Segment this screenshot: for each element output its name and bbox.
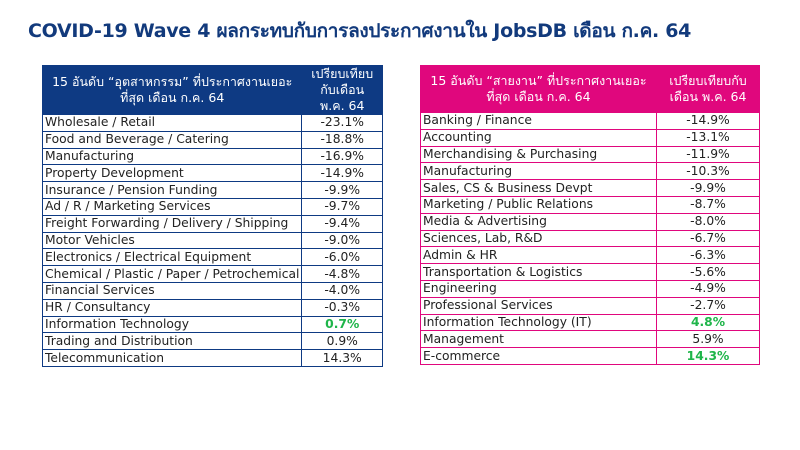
table-row: Telecommunication 14.3%: [41, 349, 383, 367]
table-row: Merchandising & Purchasing -11.9%: [420, 145, 760, 164]
row-value: -14.9%: [656, 112, 760, 130]
table-row: Trading and Distribution 0.9%: [41, 332, 383, 351]
row-name: Trading and Distribution: [41, 332, 303, 351]
row-name: Admin & HR: [420, 246, 657, 265]
row-value: -9.0%: [301, 231, 383, 250]
row-value: -5.6%: [656, 263, 760, 281]
row-value: -11.9%: [656, 145, 760, 164]
row-value: 5.9%: [656, 330, 760, 349]
row-name: Information Technology: [41, 315, 303, 334]
table-row: Freight Forwarding / Delivery / Shipping…: [41, 214, 383, 233]
row-name: Media & Advertising: [420, 212, 657, 231]
job-function-header-name: 15 อันดับ “สายงาน” ที่ประกาศงานเยอะที่สุ…: [420, 65, 657, 113]
row-name: Accounting: [420, 128, 657, 147]
table-row: Management 5.9%: [420, 330, 760, 349]
row-value: 0.9%: [301, 332, 383, 351]
row-name: Electronics / Electrical Equipment: [41, 248, 303, 267]
row-value: -14.9%: [301, 164, 383, 183]
row-value: -6.0%: [301, 248, 383, 267]
row-value: -8.7%: [656, 195, 760, 214]
table-row: Sciences, Lab, R&D -6.7%: [420, 229, 760, 248]
table-row: Chemical / Plastic / Paper / Petrochemic…: [41, 265, 383, 283]
row-value: -8.0%: [656, 212, 760, 231]
table-row: Professional Services -2.7%: [420, 296, 760, 315]
table-row: Ad / R / Marketing Services -9.7%: [41, 197, 383, 216]
table-row: Property Development -14.9%: [41, 164, 383, 183]
table-row: Motor Vehicles -9.0%: [41, 231, 383, 250]
row-name: Professional Services: [420, 296, 657, 315]
row-name: Freight Forwarding / Delivery / Shipping: [41, 214, 303, 233]
row-value: -4.0%: [301, 281, 383, 300]
row-value: -16.9%: [301, 147, 383, 166]
row-value: -10.3%: [656, 162, 760, 181]
row-name: Wholesale / Retail: [41, 114, 303, 132]
table-row: Media & Advertising -8.0%: [420, 212, 760, 231]
row-value: -23.1%: [301, 114, 383, 132]
row-name: Manufacturing: [41, 147, 303, 166]
row-name: Food and Beverage / Catering: [41, 130, 303, 149]
row-name: E-commerce: [420, 347, 657, 365]
table-row: Transportation & Logistics -5.6%: [420, 263, 760, 281]
row-name: Marketing / Public Relations: [420, 195, 657, 214]
row-value: 14.3%: [656, 347, 760, 365]
table-row: E-commerce 14.3%: [420, 347, 760, 365]
table-row: Information Technology 0.7%: [41, 315, 383, 334]
row-value: 4.8%: [656, 313, 760, 332]
row-name: Banking / Finance: [420, 112, 657, 130]
table-row: Insurance / Pension Funding -9.9%: [41, 181, 383, 199]
table-row: Food and Beverage / Catering -18.8%: [41, 130, 383, 149]
row-value: -6.3%: [656, 246, 760, 265]
row-value: -4.9%: [656, 279, 760, 298]
table-row: Banking / Finance -14.9%: [420, 112, 760, 130]
row-value: -4.8%: [301, 265, 383, 283]
industry-table: 15 อันดับ “อุตสาหกรรม” ที่ประกาศงานเยอะท…: [41, 65, 383, 367]
row-name: Property Development: [41, 164, 303, 183]
table-row: Financial Services -4.0%: [41, 281, 383, 300]
job-function-table: 15 อันดับ “สายงาน” ที่ประกาศงานเยอะที่สุ…: [420, 65, 760, 365]
row-value: -9.9%: [301, 181, 383, 199]
row-value: -18.8%: [301, 130, 383, 149]
row-name: Chemical / Plastic / Paper / Petrochemic…: [41, 265, 303, 283]
table-row: Manufacturing -16.9%: [41, 147, 383, 166]
table-row: Wholesale / Retail -23.1%: [41, 114, 383, 132]
job-function-header-value: เปรียบเทียบกับเดือน พ.ค. 64: [656, 65, 760, 113]
row-name: Ad / R / Marketing Services: [41, 197, 303, 216]
industry-header-name: 15 อันดับ “อุตสาหกรรม” ที่ประกาศงานเยอะท…: [41, 65, 303, 115]
table-row: Admin & HR -6.3%: [420, 246, 760, 265]
row-value: 14.3%: [301, 349, 383, 367]
row-name: Financial Services: [41, 281, 303, 300]
table-row: Sales, CS & Business Devpt -9.9%: [420, 179, 760, 197]
row-name: Information Technology (IT): [420, 313, 657, 332]
row-name: Engineering: [420, 279, 657, 298]
table-row: Information Technology (IT) 4.8%: [420, 313, 760, 332]
row-value: -9.4%: [301, 214, 383, 233]
table-row: Marketing / Public Relations -8.7%: [420, 195, 760, 214]
row-value: -9.9%: [656, 179, 760, 197]
row-value: -6.7%: [656, 229, 760, 248]
table-row: Electronics / Electrical Equipment -6.0%: [41, 248, 383, 267]
row-value: -9.7%: [301, 197, 383, 216]
row-name: Management: [420, 330, 657, 349]
industry-header-value: เปรียบเทียบกับเดือน พ.ค. 64: [301, 65, 383, 115]
page-title: COVID-19 Wave 4 ผลกระทบกับการลงประกาศงาน…: [28, 20, 692, 42]
row-name: Insurance / Pension Funding: [41, 181, 303, 199]
row-value: -13.1%: [656, 128, 760, 147]
row-name: Sciences, Lab, R&D: [420, 229, 657, 248]
table-row: Accounting -13.1%: [420, 128, 760, 147]
row-value: -0.3%: [301, 298, 383, 317]
row-value: -2.7%: [656, 296, 760, 315]
row-name: Merchandising & Purchasing: [420, 145, 657, 164]
table-row: HR / Consultancy -0.3%: [41, 298, 383, 317]
row-name: Telecommunication: [41, 349, 303, 367]
row-name: HR / Consultancy: [41, 298, 303, 317]
table-row: Manufacturing -10.3%: [420, 162, 760, 181]
table-row: Engineering -4.9%: [420, 279, 760, 298]
row-name: Manufacturing: [420, 162, 657, 181]
row-name: Sales, CS & Business Devpt: [420, 179, 657, 197]
row-name: Transportation & Logistics: [420, 263, 657, 281]
row-name: Motor Vehicles: [41, 231, 303, 250]
row-value: 0.7%: [301, 315, 383, 334]
